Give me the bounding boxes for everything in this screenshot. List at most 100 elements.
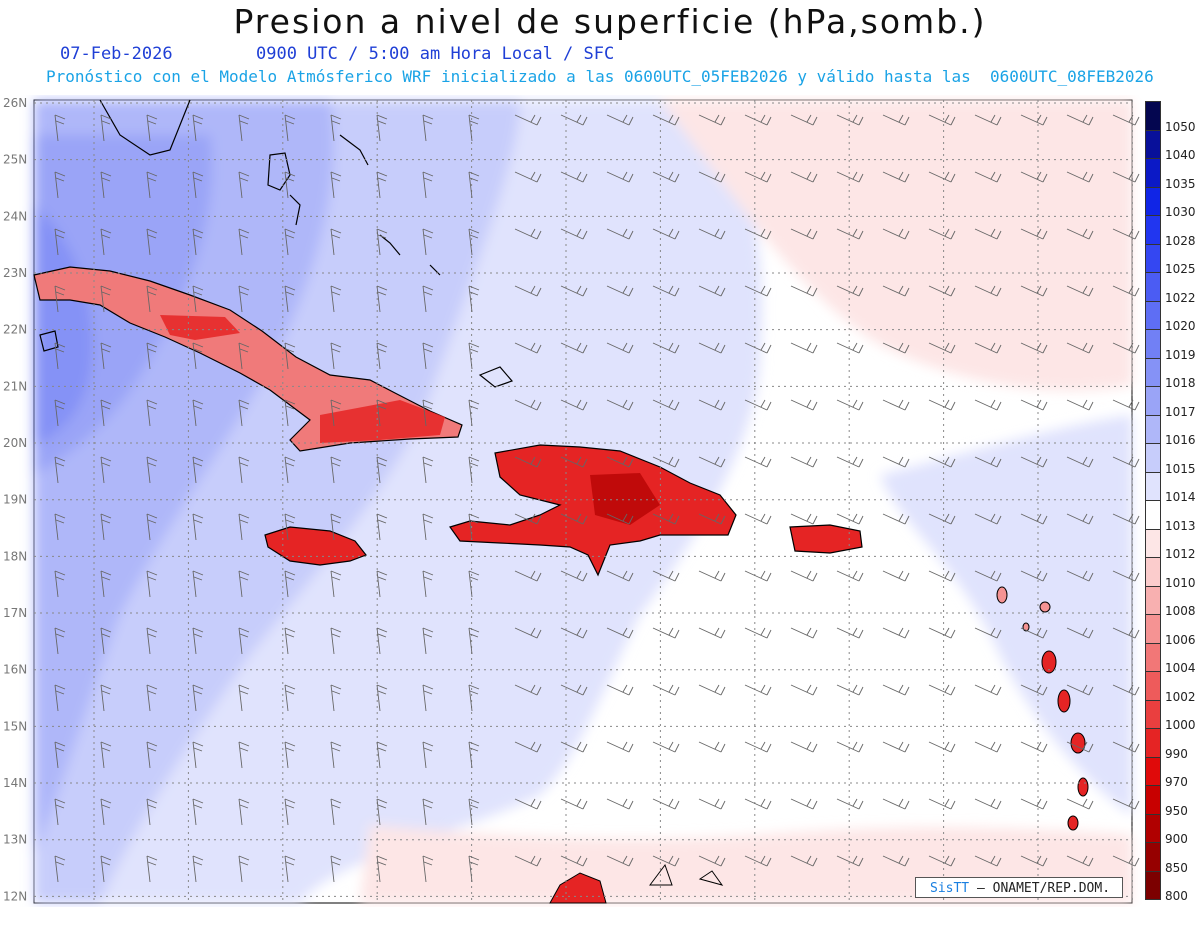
wind-barb xyxy=(376,399,388,427)
wind-barb xyxy=(652,513,680,525)
wind-barb xyxy=(54,456,66,484)
wind-barb xyxy=(1020,114,1048,126)
legend-label: 800 xyxy=(1165,889,1188,904)
wind-barb xyxy=(100,513,112,541)
legend-swatch xyxy=(1145,671,1161,701)
wind-barb xyxy=(192,171,204,199)
lat-label: 17N xyxy=(3,606,27,620)
legend-label: 900 xyxy=(1165,832,1188,847)
cuba xyxy=(33,266,463,452)
wind-barb xyxy=(606,684,634,696)
wind-barb xyxy=(836,741,864,753)
legend-label: 1028 xyxy=(1165,233,1196,248)
wind-barb xyxy=(422,399,434,427)
legend-swatch xyxy=(1145,813,1161,843)
wind-barb xyxy=(1112,114,1140,126)
wind-barb xyxy=(100,741,112,769)
wind-barb xyxy=(882,456,910,468)
pressure-shading xyxy=(34,100,1132,903)
lat-label: 24N xyxy=(3,209,27,223)
wind-barb xyxy=(974,513,1002,525)
wind-barb xyxy=(836,798,864,810)
wind-barb xyxy=(606,456,634,468)
wind-barbs xyxy=(54,114,1140,883)
legend-swatch xyxy=(1145,215,1161,245)
wind-barb xyxy=(698,855,726,867)
wind-barb xyxy=(744,456,772,468)
lat-label: 12N xyxy=(3,889,27,903)
wind-barb xyxy=(238,684,250,712)
wind-barb xyxy=(560,570,588,582)
wind-barb xyxy=(790,570,818,582)
wind-barb xyxy=(928,513,956,525)
wind-barb xyxy=(652,456,680,468)
wind-barb xyxy=(514,114,542,126)
wind-barb xyxy=(652,171,680,183)
wind-barb xyxy=(1020,741,1048,753)
wind-barb xyxy=(284,399,296,427)
legend-swatch xyxy=(1145,329,1161,359)
wind-barb xyxy=(1112,570,1140,582)
wind-barb xyxy=(514,684,542,696)
wind-barb xyxy=(330,627,342,655)
sistt-logo: SisTT xyxy=(930,881,970,896)
wind-barb xyxy=(928,171,956,183)
legend-label: 1019 xyxy=(1165,347,1196,362)
wind-barb xyxy=(790,114,818,126)
wind-barb xyxy=(652,342,680,354)
wind-barb xyxy=(54,855,66,883)
wind-barb xyxy=(744,114,772,126)
wind-barb xyxy=(376,855,388,883)
legend-swatch xyxy=(1145,471,1161,501)
wind-barb xyxy=(1020,456,1048,468)
wind-barb xyxy=(192,114,204,142)
legend-swatch xyxy=(1145,785,1161,815)
wind-barb xyxy=(652,285,680,297)
wind-barb xyxy=(836,855,864,867)
wind-barb xyxy=(284,513,296,541)
legend-label: 1008 xyxy=(1165,604,1196,619)
legend-swatch xyxy=(1145,728,1161,758)
wind-barb xyxy=(146,627,158,655)
wind-barb xyxy=(1020,399,1048,411)
legend-swatch xyxy=(1145,614,1161,644)
wind-barb xyxy=(790,798,818,810)
legend-swatch xyxy=(1145,585,1161,615)
legend-label: 1006 xyxy=(1165,632,1196,647)
wind-barb xyxy=(376,513,388,541)
land-masses xyxy=(33,266,1089,904)
wind-barb xyxy=(836,342,864,354)
latitude-axis: 26N 25N 24N 23N 22N 21N 20N 19N 18N 17N 16N 15N 14N 1… xyxy=(3,96,27,903)
wind-barb xyxy=(882,513,910,525)
wind-barb xyxy=(744,570,772,582)
wind-barb xyxy=(1020,228,1048,240)
legend-label: 1002 xyxy=(1165,689,1196,704)
wind-barb xyxy=(514,741,542,753)
wind-barb xyxy=(146,399,158,427)
wind-barb xyxy=(560,171,588,183)
wind-barb xyxy=(422,114,434,142)
wind-barb xyxy=(928,114,956,126)
wind-barb xyxy=(422,171,434,199)
jamaica xyxy=(264,526,367,566)
wind-barb xyxy=(606,399,634,411)
legend-swatch xyxy=(1145,101,1161,131)
wind-barb xyxy=(698,114,726,126)
wind-barb xyxy=(1020,570,1048,582)
wind-barb xyxy=(376,171,388,199)
legend-swatch xyxy=(1145,842,1161,872)
wind-barb xyxy=(330,855,342,883)
wind-barb xyxy=(606,741,634,753)
wind-barb xyxy=(192,456,204,484)
wind-barb xyxy=(882,399,910,411)
lat-label: 18N xyxy=(3,549,27,563)
wind-barb xyxy=(422,570,434,598)
wind-barb xyxy=(974,684,1002,696)
wind-barb xyxy=(468,228,480,256)
wind-barb xyxy=(100,228,112,256)
wind-barb xyxy=(652,570,680,582)
wind-barb xyxy=(744,798,772,810)
wind-barb xyxy=(54,285,66,313)
wind-barb xyxy=(1066,285,1094,297)
wind-barb xyxy=(1112,855,1140,867)
